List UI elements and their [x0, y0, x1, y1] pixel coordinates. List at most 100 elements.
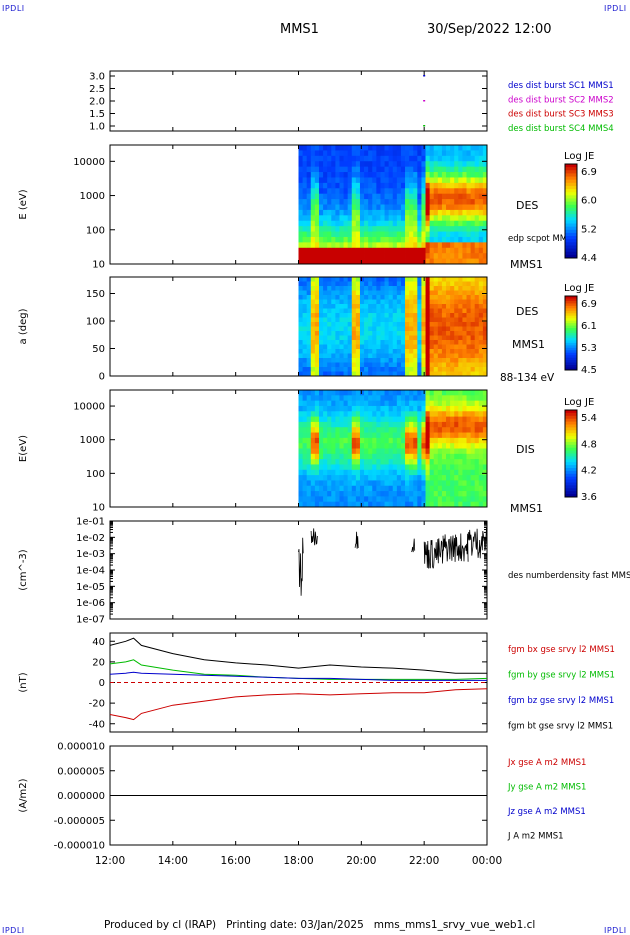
- spectrogram-cell: [417, 317, 422, 323]
- des-pitch-colorbar-tick: 6.9: [581, 299, 597, 310]
- spectrogram-cell: [380, 209, 385, 216]
- spectrogram-cell: [314, 400, 320, 407]
- spectrogram-cell: [372, 182, 377, 189]
- spectrogram-cell: [392, 331, 398, 336]
- colorbar-cell: [565, 347, 577, 351]
- spectrogram-cell: [437, 475, 443, 481]
- spectrogram-cell: [314, 358, 320, 363]
- spectrogram-cell: [478, 304, 484, 309]
- spectrogram-cell: [359, 437, 365, 444]
- spectrogram-cell: [478, 290, 484, 296]
- spectrogram-cell: [323, 182, 328, 189]
- spectrogram-cell: [302, 400, 308, 407]
- colorbar-cell: [565, 465, 577, 469]
- spectrogram-cell: [405, 231, 410, 238]
- spectrogram-cell: [298, 231, 303, 238]
- spectrogram-cell: [409, 295, 414, 300]
- spectrogram-cell: [421, 349, 426, 354]
- spectrogram-cell: [466, 177, 472, 184]
- spectrogram-cell: [298, 464, 303, 471]
- spectrogram-cell: [409, 480, 414, 487]
- spectrogram-cell: [364, 395, 369, 402]
- spectrogram-cell: [466, 344, 472, 350]
- spectrogram-cell: [462, 209, 467, 216]
- spectrogram-cell: [446, 475, 451, 481]
- spectrogram-cell: [339, 432, 344, 439]
- spectrogram-cell: [446, 209, 451, 216]
- spectrogram-cell: [368, 231, 373, 238]
- spectrogram-cell: [323, 286, 328, 291]
- spectrogram-cell: [417, 247, 422, 254]
- spectrogram-cell: [400, 416, 406, 423]
- spectrogram-cell: [347, 367, 353, 372]
- spectrogram-cell: [372, 395, 377, 402]
- spectrogram-cell: [380, 432, 385, 439]
- spectrogram-cell: [405, 322, 410, 327]
- spectrogram-cell: [376, 427, 381, 433]
- spectrogram-cell: [417, 166, 422, 173]
- spectrogram-cell: [302, 501, 308, 508]
- spectrogram-cell: [425, 299, 431, 305]
- spectrogram-cell: [318, 400, 324, 407]
- spectrogram-cell: [364, 501, 369, 508]
- spectrogram-cell: [310, 459, 316, 465]
- spectrogram-cell: [437, 485, 443, 492]
- density-trace-segment: [442, 533, 469, 562]
- spectrogram-cell: [433, 304, 439, 309]
- spectrogram-cell: [405, 405, 410, 412]
- spectrogram-cell: [470, 299, 476, 305]
- colorbar-cell: [565, 473, 577, 478]
- spectrogram-cell: [458, 411, 463, 417]
- spectrogram-cell: [298, 411, 303, 417]
- spectrogram-cell: [343, 209, 349, 216]
- spectrogram-cell: [327, 253, 332, 259]
- spectrogram-cell: [347, 226, 353, 232]
- colorbar-cell: [565, 430, 577, 434]
- spectrogram-cell: [359, 464, 365, 471]
- spectrogram-cell: [466, 166, 472, 173]
- spectrogram-cell: [396, 395, 402, 402]
- spectrogram-cell: [372, 416, 377, 423]
- spectrogram-cell: [323, 416, 328, 423]
- spectrogram-cell: [331, 453, 336, 460]
- spectrogram-cell: [351, 172, 357, 178]
- spectrogram-cell: [409, 236, 414, 243]
- spectrogram-cell: [474, 349, 480, 354]
- spectrogram-cell: [351, 335, 357, 341]
- spectrogram-cell: [351, 437, 357, 444]
- colorbar-cell: [565, 248, 577, 253]
- spectrogram-cell: [478, 177, 484, 184]
- spectrogram-cell: [323, 367, 328, 372]
- spectrogram-cell: [458, 286, 463, 291]
- spectrogram-cell: [470, 182, 476, 189]
- colorbar-cell: [565, 330, 577, 334]
- spectrogram-cell: [454, 317, 459, 323]
- spectrogram-cell: [392, 145, 398, 151]
- spectrogram-cell: [396, 390, 402, 396]
- colorbar-cell: [565, 167, 577, 171]
- spectrogram-cell: [384, 150, 390, 157]
- spectrogram-cell: [327, 326, 332, 332]
- spectrogram-cell: [327, 469, 332, 476]
- spectrogram-cell: [318, 286, 324, 291]
- spectrogram-cell: [351, 193, 357, 200]
- spectrogram-cell: [372, 281, 377, 287]
- spectrogram-cell: [302, 242, 308, 249]
- spectrogram-cell: [380, 193, 385, 200]
- colorbar-cell: [565, 179, 577, 184]
- spectrogram-cell: [437, 496, 443, 503]
- spectrogram-cell: [417, 400, 422, 407]
- spectrogram-cell: [323, 371, 328, 377]
- spectrogram-cell: [343, 322, 349, 327]
- spectrogram-cell: [343, 193, 349, 200]
- spectrogram-cell: [372, 501, 377, 508]
- time-axis-tick-label: 12:00: [95, 855, 125, 867]
- spectrogram-cell: [433, 308, 439, 314]
- spectrogram-cell: [347, 182, 353, 189]
- spectrogram-cell: [396, 188, 402, 195]
- spectrogram-cell: [298, 344, 303, 350]
- spectrogram-cell: [446, 326, 451, 332]
- spectrogram-cell: [405, 411, 410, 417]
- spectrogram-cell: [384, 367, 390, 372]
- spectrogram-cell: [364, 226, 369, 232]
